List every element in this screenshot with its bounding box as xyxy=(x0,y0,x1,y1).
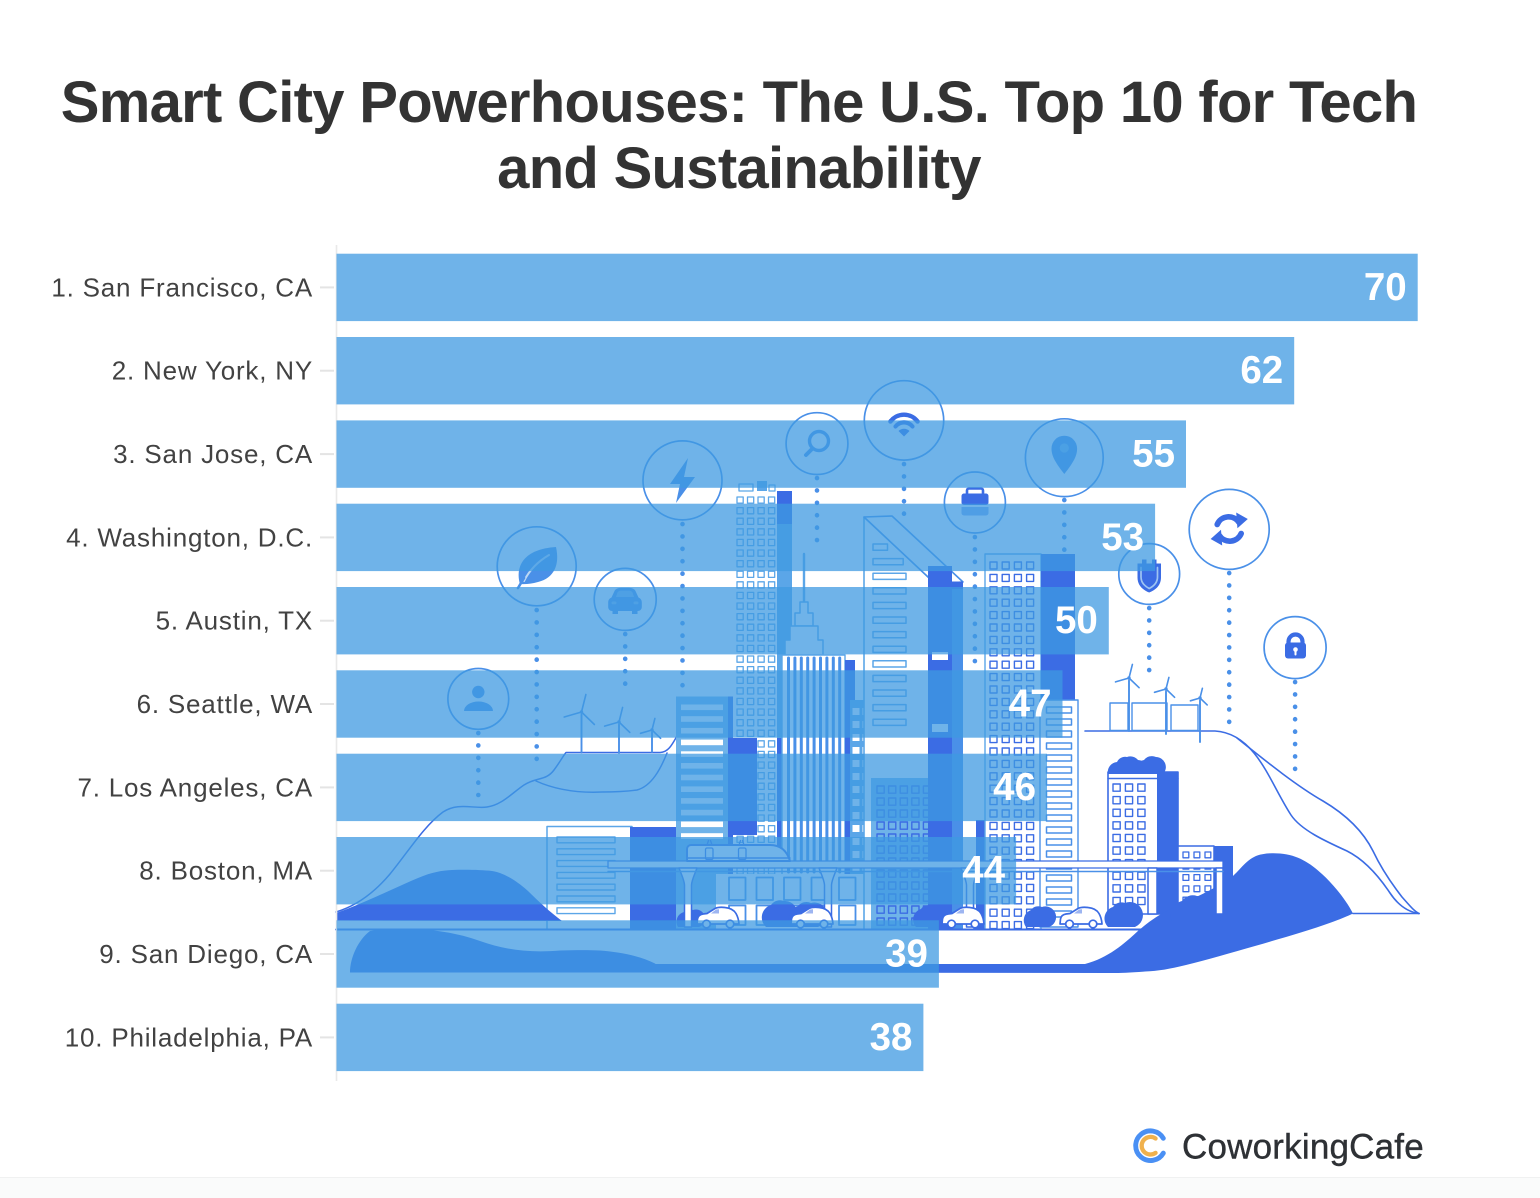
svg-text:10. Philadelphia, PA: 10. Philadelphia, PA xyxy=(65,1022,313,1052)
svg-text:70: 70 xyxy=(1364,266,1407,309)
svg-text:1. San Francisco, CA: 1. San Francisco, CA xyxy=(51,272,313,302)
svg-text:9. San Diego, CA: 9. San Diego, CA xyxy=(99,939,313,969)
svg-text:46: 46 xyxy=(993,766,1036,809)
svg-text:38: 38 xyxy=(870,1016,913,1059)
svg-text:3. San Jose, CA: 3. San Jose, CA xyxy=(113,439,313,469)
svg-text:55: 55 xyxy=(1132,433,1175,476)
svg-text:6. Seattle, WA: 6. Seattle, WA xyxy=(137,689,313,719)
svg-text:62: 62 xyxy=(1240,349,1283,392)
svg-text:5. Austin, TX: 5. Austin, TX xyxy=(156,606,313,636)
svg-text:47: 47 xyxy=(1009,683,1052,726)
svg-text:2. New York, NY: 2. New York, NY xyxy=(112,356,313,386)
svg-text:7. Los Angeles, CA: 7. Los Angeles, CA xyxy=(77,772,313,802)
svg-text:53: 53 xyxy=(1101,516,1144,559)
svg-text:50: 50 xyxy=(1055,599,1098,642)
svg-text:39: 39 xyxy=(885,933,928,976)
svg-text:44: 44 xyxy=(962,849,1005,892)
svg-text:8. Boston, MA: 8. Boston, MA xyxy=(139,856,313,886)
svg-text:4. Washington, D.C.: 4. Washington, D.C. xyxy=(66,522,313,552)
svg-text:CoworkingCafe: CoworkingCafe xyxy=(1182,1128,1424,1167)
